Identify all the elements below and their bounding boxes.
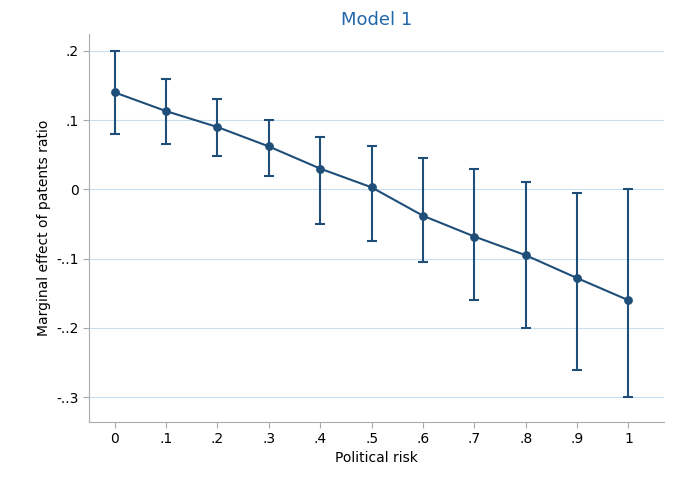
Point [417,212,429,219]
Y-axis label: Marginal effect of patents ratio: Marginal effect of patents ratio [36,119,51,336]
Point [469,233,479,240]
Point [212,123,223,131]
Point [571,274,582,282]
Point [366,183,377,191]
Point [263,143,274,150]
Point [109,89,121,96]
X-axis label: Political risk: Political risk [336,452,418,466]
Title: Model 1: Model 1 [341,11,412,29]
Point [520,251,531,259]
Point [314,165,326,172]
Point [623,297,634,304]
Point [160,107,171,115]
